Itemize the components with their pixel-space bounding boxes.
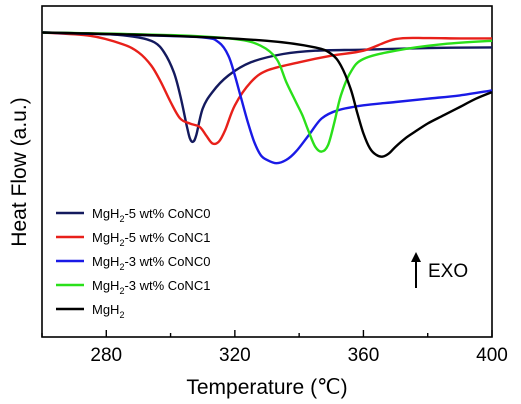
legend-label: MgH2-5 wt% CoNC0 — [92, 206, 210, 224]
series-line-2 — [41, 31, 493, 165]
exo-label: EXO — [428, 261, 468, 282]
series-line-4 — [41, 31, 493, 158]
series-line-3 — [41, 31, 493, 153]
exo-arrowhead-icon — [411, 252, 421, 262]
legend-label: MgH2-3 wt% CoNC1 — [92, 278, 210, 296]
y-axis-label: Heat Flow (a.u.) — [8, 97, 31, 246]
series-curves — [41, 31, 493, 165]
x-axis-ticks: 280 320 360 400 — [41, 330, 508, 366]
legend-label: MgH2-5 wt% CoNC1 — [92, 230, 210, 248]
legend-label: MgH2 — [92, 302, 124, 320]
series-line-1 — [41, 31, 493, 146]
legend-label: MgH2-3 wt% CoNC0 — [92, 254, 210, 272]
legend: MgH2-5 wt% CoNC0 MgH2-5 wt% CoNC1 MgH2-3 w… — [56, 206, 210, 320]
x-tick-label: 280 — [90, 345, 122, 366]
x-axis-label: Temperature (℃) — [186, 376, 347, 399]
x-tick-label: 360 — [348, 345, 380, 366]
x-tick-label: 400 — [476, 345, 508, 366]
series-line-0 — [41, 31, 493, 144]
plot-frame — [41, 5, 493, 338]
x-tick-label: 320 — [219, 345, 251, 366]
exo-annotation: EXO — [411, 252, 468, 288]
